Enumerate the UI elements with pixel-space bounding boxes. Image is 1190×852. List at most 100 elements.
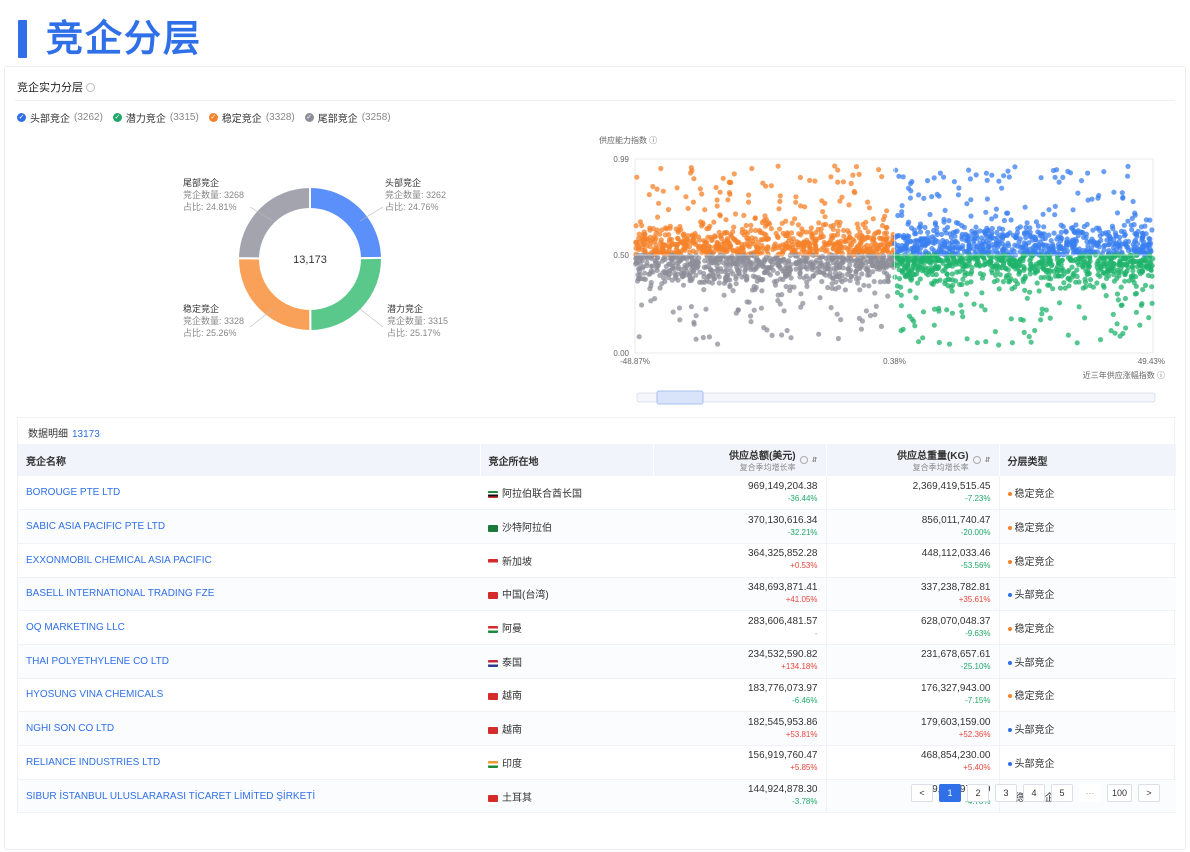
donut-slice[interactable] <box>236 185 311 260</box>
scatter-point <box>759 219 765 226</box>
company-name-link[interactable]: RELIANCE INDUSTRIES LTD <box>26 756 161 768</box>
table-row[interactable]: SABIC ASIA PACIFIC PTE LTD 沙特阿拉伯 370,130… <box>18 509 1176 544</box>
col-amount[interactable]: 供应总额(美元) 复合季均增长率 ⇵ <box>653 444 827 476</box>
page-3-button[interactable]: 3 <box>994 784 1017 802</box>
next-page-button[interactable]: > <box>1138 784 1160 802</box>
info-icon[interactable] <box>86 83 95 92</box>
scatter-point <box>788 230 795 236</box>
donut-slice[interactable] <box>309 256 383 333</box>
scatter-point <box>1075 190 1081 196</box>
page-1-button[interactable]: 1 <box>938 784 961 802</box>
table-header-row: 竞企名称 竞企所在地 供应总额(美元) 复合季均增长率 ⇵ <box>18 444 1177 476</box>
scatter-point <box>690 199 696 205</box>
company-name-link[interactable]: SIBUR İSTANBUL ULUSLARARASI TİCARET LİMİ… <box>26 790 316 802</box>
scatter-point <box>1066 267 1072 273</box>
scatter-point <box>894 283 900 289</box>
info-icon[interactable] <box>972 456 981 464</box>
company-name-link[interactable]: SABIC ASIA PACIFIC PTE LTD <box>26 521 166 533</box>
page-last-button[interactable]: 100 <box>1106 784 1132 802</box>
scatter-point <box>1101 270 1107 276</box>
tier-dot-icon <box>1007 660 1012 665</box>
scatter-series-0 <box>633 163 897 258</box>
scatter-point <box>700 334 706 341</box>
prev-page-button[interactable]: < <box>910 784 933 802</box>
sort-icon[interactable]: ⇵ <box>811 457 818 464</box>
table-row[interactable]: BOROUGE PTE LTD 阿拉伯联合酋长国 969,149,204.38 … <box>18 476 1176 510</box>
scatter-point <box>756 227 762 233</box>
scatter-point <box>766 221 773 227</box>
scatter-point <box>1007 230 1013 236</box>
info-icon[interactable] <box>799 456 808 464</box>
company-name-link[interactable]: NGHI SON CO LTD <box>26 723 115 735</box>
scatter-point <box>1042 235 1048 241</box>
scatter-point <box>897 276 903 282</box>
table-row[interactable]: NGHI SON CO LTD 越南 182,545,953.86 +53.81… <box>18 711 1176 746</box>
scatter-point <box>1052 174 1058 180</box>
legend-item[interactable]: ✓ 潜力竞企 (3315) <box>112 112 199 125</box>
scatter-point <box>662 232 668 238</box>
sort-icon[interactable]: ⇵ <box>984 457 991 464</box>
scatter-point <box>639 302 645 308</box>
table-row[interactable]: HYOSUNG VINA CHEMICALS 越南 183,776,073.97… <box>18 678 1176 712</box>
scatter-point <box>788 275 794 281</box>
donut-slice[interactable] <box>309 185 384 260</box>
col-weight[interactable]: 供应总重量(KG) 复合季均增长率 ⇵ <box>826 444 1000 476</box>
check-icon: ✓ <box>112 113 122 122</box>
scatter-point <box>842 287 848 293</box>
legend-item[interactable]: ✓ 尾部竞企 (3258) <box>304 112 391 125</box>
scatter-point <box>809 234 815 240</box>
table-row[interactable]: RELIANCE INDUSTRIES LTD 印度 156,919,760.4… <box>18 745 1176 780</box>
scatter-point <box>656 200 662 206</box>
scatter-point <box>739 229 745 236</box>
scatter-point <box>1113 233 1120 239</box>
scatter-point <box>885 279 891 285</box>
page-ellipsis[interactable]: ··· <box>1078 784 1101 802</box>
page-4-button[interactable]: 4 <box>1022 784 1045 802</box>
scatter-point <box>908 180 914 187</box>
scatter-point <box>706 243 712 249</box>
zoom-slider-handle[interactable] <box>656 390 704 405</box>
table-row[interactable]: OQ MARKETING LLC 阿曼 283,606,481.57 - 628… <box>18 610 1176 645</box>
company-name-link[interactable]: BASELL INTERNATIONAL TRADING FZE <box>26 588 215 600</box>
donut-slice[interactable] <box>237 257 312 332</box>
scatter-point <box>822 272 829 278</box>
legend-item[interactable]: ✓ 头部竞企 (3262) <box>17 112 103 125</box>
company-location: 泰国 <box>480 644 653 678</box>
zoom-slider-track[interactable] <box>636 392 1156 403</box>
scatter-point <box>656 244 662 250</box>
flag-icon <box>488 760 498 768</box>
leader-line <box>359 206 384 222</box>
scatter-point <box>1111 189 1117 195</box>
tier-dot-icon <box>1007 627 1012 632</box>
scatter-point <box>1055 264 1061 270</box>
scatter-point <box>877 279 883 285</box>
scatter-point <box>879 223 886 229</box>
company-name-link[interactable]: EXXONMOBIL CHEMICAL ASIA PACIFIC <box>26 554 212 566</box>
page-2-button[interactable]: 2 <box>966 784 989 802</box>
scatter-point <box>699 191 705 197</box>
table-row[interactable]: EXXONMOBIL CHEMICAL ASIA PACIFIC 新加坡 364… <box>18 543 1176 578</box>
scatter-point <box>881 279 887 285</box>
table-row[interactable]: BASELL INTERNATIONAL TRADING FZE 中国(台湾) … <box>18 577 1176 611</box>
scatter-point <box>917 229 924 235</box>
company-name-link[interactable]: OQ MARKETING LLC <box>26 622 125 634</box>
page-5-button[interactable]: 5 <box>1050 784 1073 802</box>
company-name-link[interactable]: HYOSUNG VINA CHEMICALS <box>26 689 164 701</box>
scatter-point <box>846 230 852 236</box>
scatter-point <box>685 237 691 243</box>
company-name-link[interactable]: THAI POLYETHYLENE CO LTD <box>26 655 169 667</box>
scatter-point <box>793 260 799 266</box>
scatter-point <box>816 331 822 337</box>
scatter-point <box>1014 233 1020 239</box>
scatter-point <box>676 259 682 265</box>
scatter-point <box>768 226 774 232</box>
scatter-point <box>934 229 940 235</box>
company-name-link[interactable]: BOROUGE PTE LTD <box>26 487 121 499</box>
scatter-point <box>866 205 872 211</box>
scatter-point <box>828 174 834 180</box>
table-row[interactable]: THAI POLYETHYLENE CO LTD 泰国 234,532,590.… <box>18 644 1176 679</box>
legend-item[interactable]: ✓ 稳定竞企 (3328) <box>208 112 295 125</box>
scatter-point <box>1045 282 1051 288</box>
scatter-point <box>721 292 727 298</box>
scatter-point <box>1055 241 1062 248</box>
